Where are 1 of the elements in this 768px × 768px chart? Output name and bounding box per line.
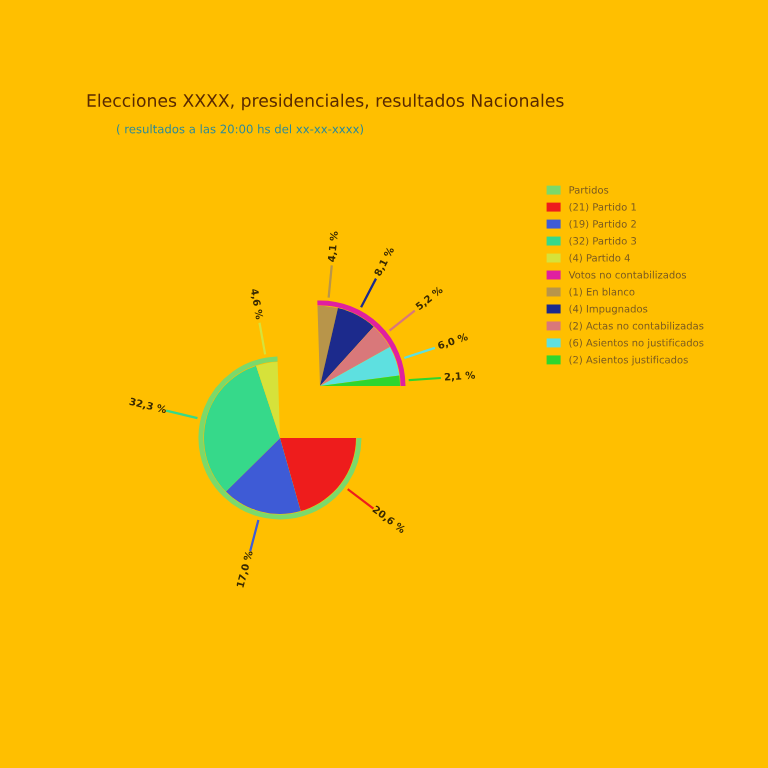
chart-title: Elecciones XXXX, presidenciales, resultados Nacionales: [87, 93, 564, 111]
